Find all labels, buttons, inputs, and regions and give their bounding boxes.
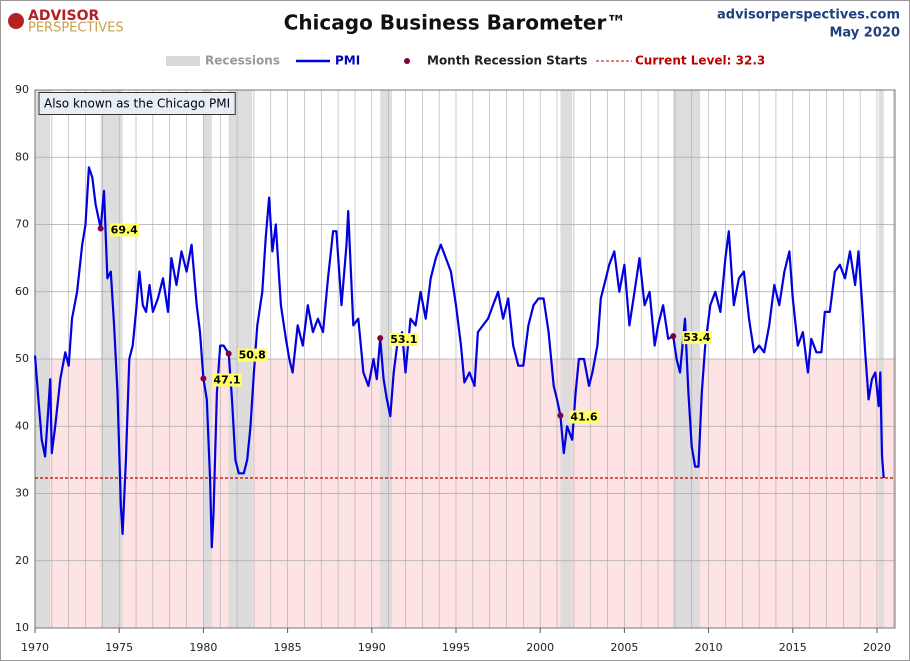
y-tick-label: 20: [15, 554, 29, 567]
x-tick-label: 2005: [610, 641, 638, 654]
label-bg: [237, 348, 267, 362]
x-tick-label: 2020: [863, 641, 891, 654]
recession-start-point: [670, 333, 677, 340]
x-tick-label: 2010: [695, 641, 723, 654]
label-bg: [212, 373, 242, 387]
logo-top: ADVISOR: [28, 8, 99, 24]
recession-start-label: 69.4: [111, 224, 138, 237]
y-tick-label: 80: [15, 150, 29, 163]
legend-start-swatch: [404, 58, 410, 64]
recession-start-point: [377, 335, 384, 342]
label-bg: [109, 223, 140, 237]
recession-start-point: [557, 412, 564, 419]
recession-start-label: 53.1: [390, 333, 417, 346]
source: advisorperspectives.com: [717, 8, 900, 23]
recession-start-point: [225, 350, 232, 357]
y-tick-label: 50: [15, 352, 29, 365]
recession-start-label: 50.8: [239, 349, 266, 362]
label-bg: [389, 333, 419, 347]
y-tick-label: 90: [15, 83, 29, 96]
x-tick-label: 2015: [779, 641, 807, 654]
x-tick-label: 1995: [442, 641, 470, 654]
chart-title: Chicago Business Barometer™: [284, 11, 627, 35]
x-tick-label: 1985: [274, 641, 302, 654]
y-tick-label: 60: [15, 285, 29, 298]
logo-bottom: PERSPECTIVES: [28, 21, 124, 36]
x-tick-label: 1975: [105, 641, 133, 654]
recession-start-point: [200, 375, 207, 382]
y-tick-label: 30: [15, 487, 29, 500]
legend-recession: Recessions: [205, 54, 280, 68]
x-tick-label: 1990: [358, 641, 386, 654]
x-tick-label: 2000: [526, 641, 554, 654]
logo-icon: [8, 13, 24, 29]
date: May 2020: [830, 26, 901, 41]
label-bg: [569, 410, 599, 424]
recession-start-label: 53.4: [683, 331, 710, 344]
legend-recession-swatch: [166, 56, 200, 66]
annotation-box: [38, 92, 236, 115]
label-bg: [682, 331, 712, 345]
x-tick-label: 1980: [189, 641, 217, 654]
recession-start-point: [97, 225, 104, 232]
annotation: Also known as the Chicago PMI: [44, 97, 230, 111]
legend-start: Month Recession Starts: [427, 54, 587, 68]
legend-pmi: PMI: [335, 54, 360, 68]
recession-start-label: 41.6: [570, 410, 597, 423]
y-tick-label: 70: [15, 218, 29, 231]
y-tick-label: 40: [15, 419, 29, 432]
y-tick-label: 10: [15, 621, 29, 634]
legend-current: Current Level: 32.3: [635, 54, 765, 68]
recession-start-label: 47.1: [213, 374, 240, 387]
pmi-line: [33, 166, 885, 549]
x-tick-label: 1970: [21, 641, 49, 654]
